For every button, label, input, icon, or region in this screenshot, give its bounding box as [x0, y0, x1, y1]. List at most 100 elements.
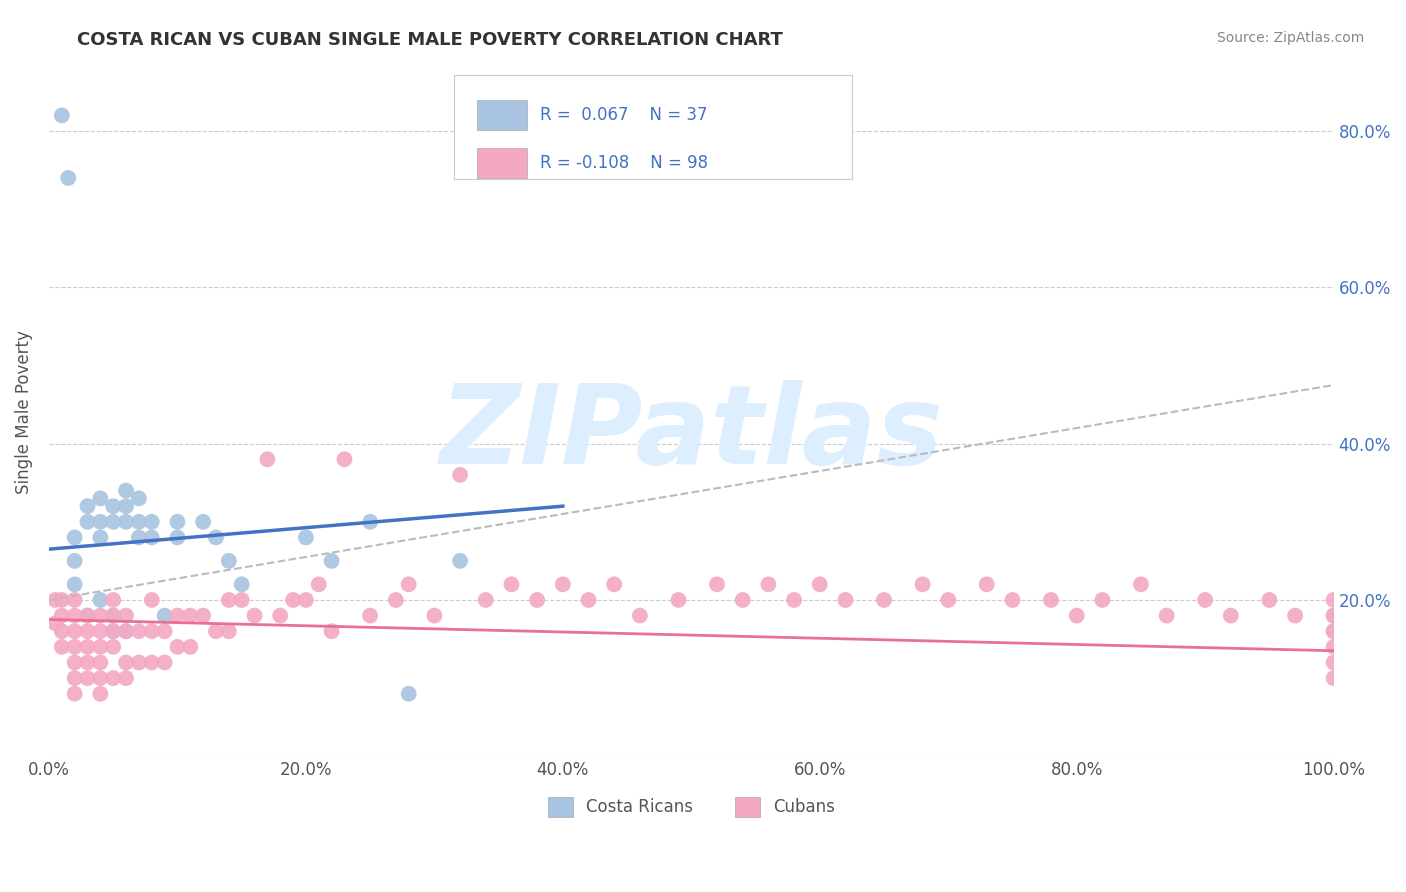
- Point: [153, 624, 176, 639]
- Point: [269, 608, 291, 623]
- Point: [1323, 624, 1346, 639]
- Point: [44, 616, 66, 631]
- Point: [128, 531, 150, 545]
- Point: [218, 593, 240, 607]
- Point: [51, 108, 73, 122]
- Point: [89, 640, 111, 654]
- Point: [385, 593, 408, 607]
- Point: [1194, 593, 1216, 607]
- Point: [1323, 608, 1346, 623]
- Point: [128, 624, 150, 639]
- Point: [63, 593, 86, 607]
- Point: [1001, 593, 1024, 607]
- Point: [834, 593, 856, 607]
- Point: [1323, 640, 1346, 654]
- Legend: Costa Ricans, Cubans: Costa Ricans, Cubans: [541, 790, 842, 823]
- Point: [398, 577, 420, 591]
- Point: [76, 640, 98, 654]
- Point: [128, 515, 150, 529]
- Point: [166, 608, 188, 623]
- Point: [103, 593, 125, 607]
- Point: [295, 593, 318, 607]
- Point: [115, 624, 138, 639]
- Point: [359, 515, 381, 529]
- Point: [153, 608, 176, 623]
- Point: [1066, 608, 1088, 623]
- Point: [218, 554, 240, 568]
- Text: Source: ZipAtlas.com: Source: ZipAtlas.com: [1216, 31, 1364, 45]
- Point: [243, 608, 266, 623]
- Point: [706, 577, 728, 591]
- Point: [808, 577, 831, 591]
- Point: [976, 577, 998, 591]
- Point: [603, 577, 626, 591]
- Point: [76, 624, 98, 639]
- Point: [115, 499, 138, 513]
- Point: [76, 499, 98, 513]
- Point: [51, 624, 73, 639]
- Point: [873, 593, 896, 607]
- Point: [1323, 608, 1346, 623]
- Point: [141, 531, 163, 545]
- Point: [295, 531, 318, 545]
- Point: [103, 515, 125, 529]
- Point: [51, 608, 73, 623]
- Point: [63, 656, 86, 670]
- Point: [911, 577, 934, 591]
- Point: [63, 687, 86, 701]
- Point: [333, 452, 356, 467]
- Point: [218, 624, 240, 639]
- Point: [58, 170, 80, 185]
- Point: [76, 608, 98, 623]
- Point: [115, 483, 138, 498]
- Point: [89, 515, 111, 529]
- Point: [191, 608, 214, 623]
- Point: [115, 671, 138, 685]
- Point: [63, 608, 86, 623]
- Point: [1156, 608, 1178, 623]
- Point: [103, 624, 125, 639]
- Point: [321, 554, 343, 568]
- Point: [526, 593, 548, 607]
- Point: [1219, 608, 1241, 623]
- Point: [1323, 593, 1346, 607]
- Point: [231, 593, 253, 607]
- Point: [63, 671, 86, 685]
- Point: [76, 515, 98, 529]
- Point: [115, 656, 138, 670]
- Point: [115, 624, 138, 639]
- Point: [731, 593, 754, 607]
- Point: [103, 640, 125, 654]
- Point: [115, 608, 138, 623]
- Point: [628, 608, 651, 623]
- Point: [166, 515, 188, 529]
- Point: [205, 531, 228, 545]
- Point: [141, 656, 163, 670]
- Point: [141, 593, 163, 607]
- Point: [281, 593, 304, 607]
- Point: [51, 593, 73, 607]
- Point: [76, 608, 98, 623]
- Point: [115, 515, 138, 529]
- Point: [63, 554, 86, 568]
- Point: [103, 499, 125, 513]
- Point: [758, 577, 780, 591]
- Point: [1323, 624, 1346, 639]
- Point: [1323, 656, 1346, 670]
- Point: [103, 671, 125, 685]
- Point: [89, 608, 111, 623]
- Point: [63, 640, 86, 654]
- Point: [578, 593, 600, 607]
- Point: [153, 656, 176, 670]
- Point: [359, 608, 381, 623]
- Point: [89, 531, 111, 545]
- FancyBboxPatch shape: [477, 100, 527, 129]
- Point: [1129, 577, 1152, 591]
- Point: [89, 593, 111, 607]
- Point: [89, 624, 111, 639]
- Point: [179, 640, 201, 654]
- Point: [308, 577, 330, 591]
- Point: [166, 531, 188, 545]
- Point: [1091, 593, 1114, 607]
- Point: [89, 656, 111, 670]
